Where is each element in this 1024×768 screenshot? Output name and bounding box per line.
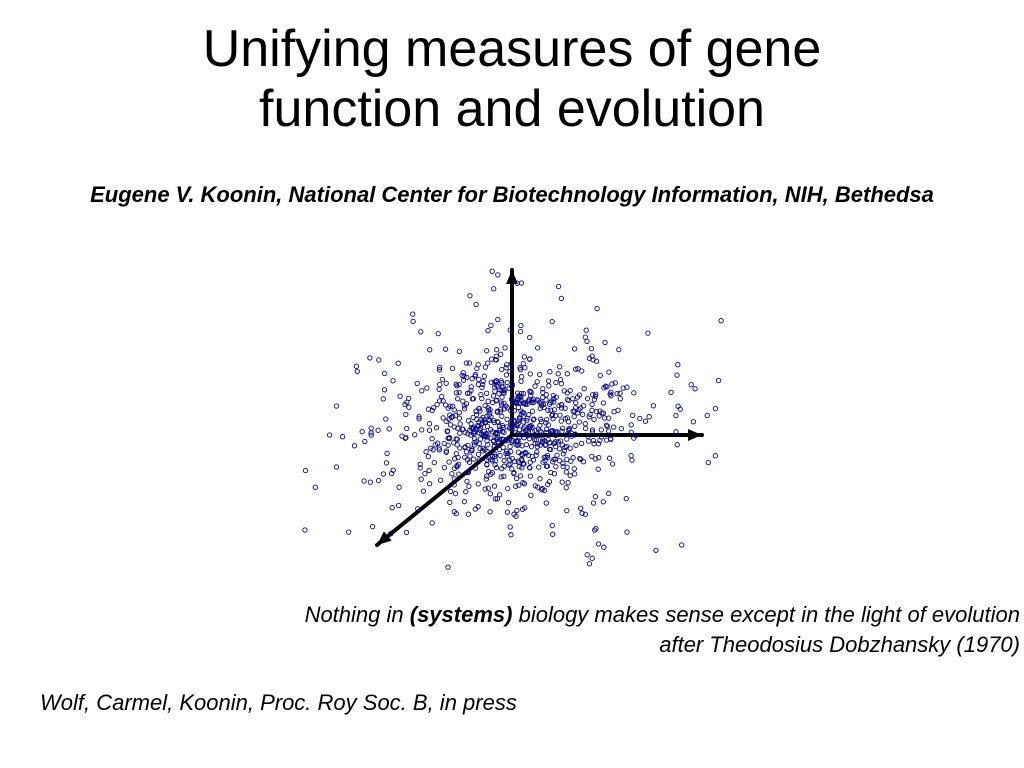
scatter-axes — [377, 270, 702, 545]
quote-attrib: after Theodosius Dobzhansky (1970) — [659, 632, 1020, 657]
scatter-3d-chart — [282, 240, 742, 580]
title-line-2: function and evolution — [259, 80, 765, 138]
quote-bold: (systems) — [410, 602, 513, 627]
citation-line: Wolf, Carmel, Koonin, Proc. Roy Soc. B, … — [40, 690, 517, 716]
quote-block: Nothing in (systems) biology makes sense… — [200, 600, 1020, 659]
slide-title: Unifying measures of gene function and e… — [0, 20, 1024, 140]
author-line: Eugene V. Koonin, National Center for Bi… — [0, 182, 1024, 208]
title-line-1: Unifying measures of gene — [203, 20, 822, 78]
quote-post: biology makes sense except in the light … — [512, 602, 1020, 627]
quote-pre: Nothing in — [305, 602, 410, 627]
